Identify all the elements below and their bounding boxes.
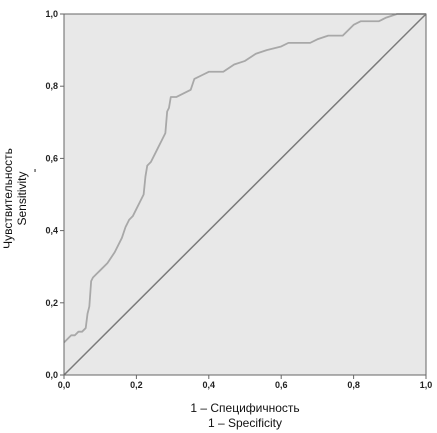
y-axis-title-en: Sensitivity bbox=[15, 171, 29, 225]
x-axis-ticks: 0,0 0,2 0,4 0,6 0,8 1,0 bbox=[58, 375, 433, 390]
y-axis-ticks: 0,0 0,2 0,4 0,6 0,8 1,0 bbox=[45, 9, 64, 380]
series-layer bbox=[63, 13, 427, 376]
y-axis-title-ru: Чувствительность bbox=[1, 148, 15, 249]
x-tick-label: 0,6 bbox=[275, 380, 288, 390]
roc-curve-line bbox=[63, 13, 426, 344]
x-tick-label: 1,0 bbox=[420, 380, 433, 390]
x-tick-label: 0,8 bbox=[347, 380, 360, 390]
y-axis-title-mark: - bbox=[27, 169, 41, 173]
y-tick-label: 0,2 bbox=[45, 298, 58, 308]
y-tick-label: 0,8 bbox=[45, 81, 58, 91]
x-tick-label: 0,4 bbox=[203, 380, 216, 390]
y-tick-label: 0,6 bbox=[45, 153, 58, 163]
x-axis-title-en: 1 – Specificity bbox=[208, 416, 282, 430]
x-axis-title-ru: 1 – Специфичность bbox=[190, 401, 299, 415]
y-tick-label: 1,0 bbox=[45, 9, 58, 19]
x-tick-label: 0,0 bbox=[58, 380, 71, 390]
x-tick-label: 0,2 bbox=[130, 380, 143, 390]
y-tick-label: 0,0 bbox=[45, 370, 58, 380]
reference-diagonal-line bbox=[63, 13, 427, 376]
plot-frame bbox=[63, 13, 427, 376]
y-tick-label: 0,4 bbox=[45, 226, 58, 236]
